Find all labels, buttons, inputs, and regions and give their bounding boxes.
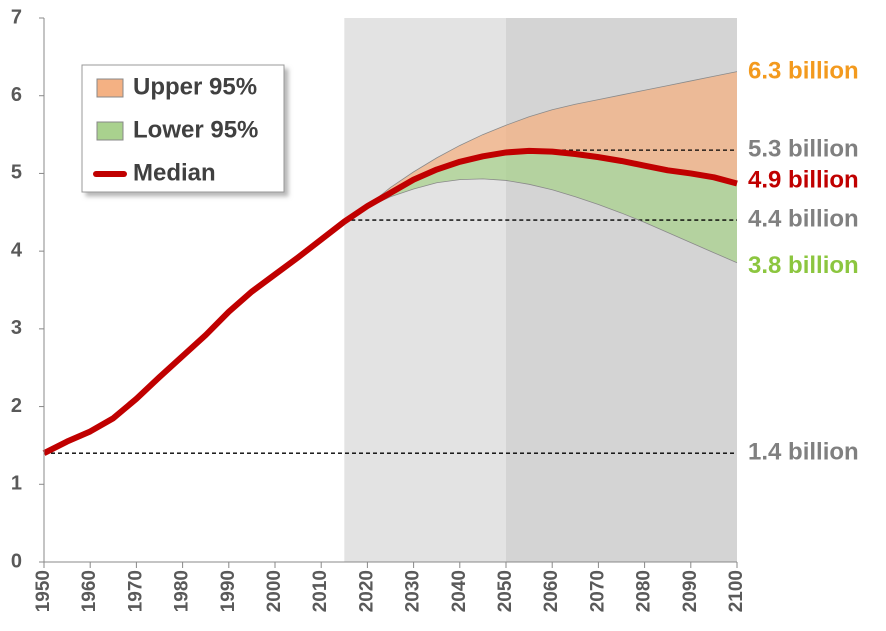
x-tick-label: 2020 — [356, 570, 377, 612]
x-tick-label: 2090 — [680, 570, 701, 612]
legend-swatch — [96, 121, 124, 141]
x-tick-label: 2050 — [495, 570, 516, 612]
x-tick-label: 1980 — [172, 570, 193, 612]
x-tick-label: 2060 — [541, 570, 562, 612]
annotation: 1.4 billion — [748, 439, 859, 466]
shaded-region — [344, 18, 506, 562]
x-tick-label: 2040 — [449, 570, 470, 612]
median-line — [42, 147, 738, 456]
annotation: 4.4 billion — [748, 205, 859, 232]
y-tick-label: 3 — [11, 317, 22, 339]
x-tick-label: 2080 — [634, 570, 655, 612]
band-edge — [344, 178, 738, 264]
y-tick-label: 0 — [11, 550, 22, 572]
x-tick-label: 2030 — [403, 570, 424, 612]
annotation: 5.3 billion — [748, 135, 859, 162]
y-tick-label: 2 — [11, 395, 22, 417]
x-tick-label: 1970 — [125, 570, 146, 612]
band-area — [344, 71, 737, 222]
legend-swatch — [96, 78, 124, 98]
band-area — [344, 150, 737, 263]
y-tick-label: 1 — [11, 473, 22, 495]
y-tick-label: 7 — [11, 6, 22, 28]
x-tick-label: 1960 — [79, 570, 100, 612]
x-tick-label: 2010 — [310, 570, 331, 612]
x-tick-label: 2100 — [726, 570, 747, 612]
y-tick-label: 4 — [11, 239, 23, 261]
annotation: 3.8 billion — [748, 252, 859, 279]
x-tick-label: 1950 — [33, 570, 54, 612]
y-tick-label: 5 — [11, 162, 22, 184]
y-tick-label: 6 — [11, 84, 22, 106]
legend-label: Median — [133, 159, 216, 186]
band-edge — [344, 71, 738, 222]
x-tick-label: 2070 — [587, 570, 608, 612]
legend-label: Upper 95% — [133, 73, 257, 100]
annotation: 4.9 billion — [748, 167, 859, 194]
x-tick-label: 2000 — [264, 570, 285, 612]
annotation: 6.3 billion — [748, 58, 859, 85]
x-tick-label: 1990 — [218, 570, 239, 612]
legend-label: Lower 95% — [133, 116, 258, 143]
